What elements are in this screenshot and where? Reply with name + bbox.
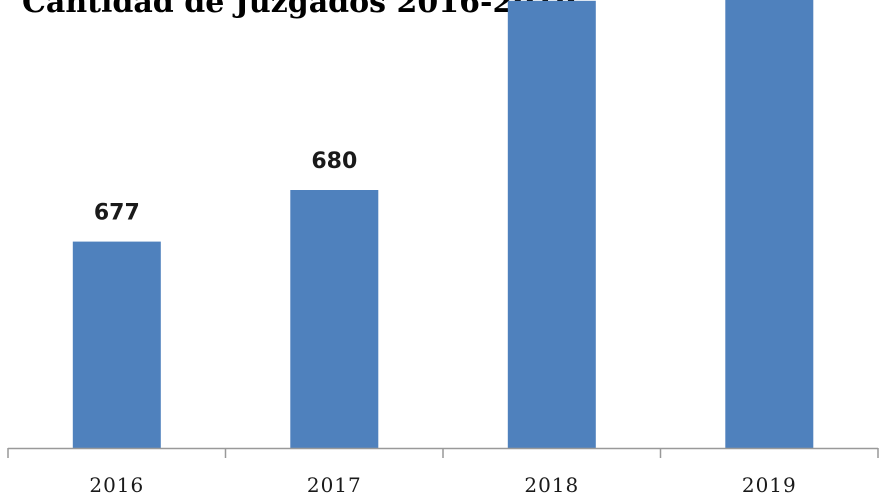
x-tick-label-2019: 2019 (742, 473, 797, 497)
data-label-2017: 680 (311, 149, 357, 174)
bar-2019 (725, 0, 814, 448)
chart-title: Cantidad de Juzgados 2016-2019 (22, 0, 576, 20)
bar-2017 (290, 190, 379, 448)
bar-2018 (507, 0, 596, 449)
x-axis (7, 447, 879, 458)
data-label-2016: 677 (94, 201, 140, 226)
x-tick-label-2017: 2017 (307, 473, 362, 497)
bars-group (72, 0, 814, 449)
bar-2016 (72, 241, 161, 448)
x-tick-labels-group: 2016 2017 2018 2019 (89, 473, 797, 497)
x-tick-label-2016: 2016 (89, 473, 144, 497)
x-tick-label-2018: 2018 (524, 473, 579, 497)
data-labels-group: 677680691694 (94, 149, 357, 226)
